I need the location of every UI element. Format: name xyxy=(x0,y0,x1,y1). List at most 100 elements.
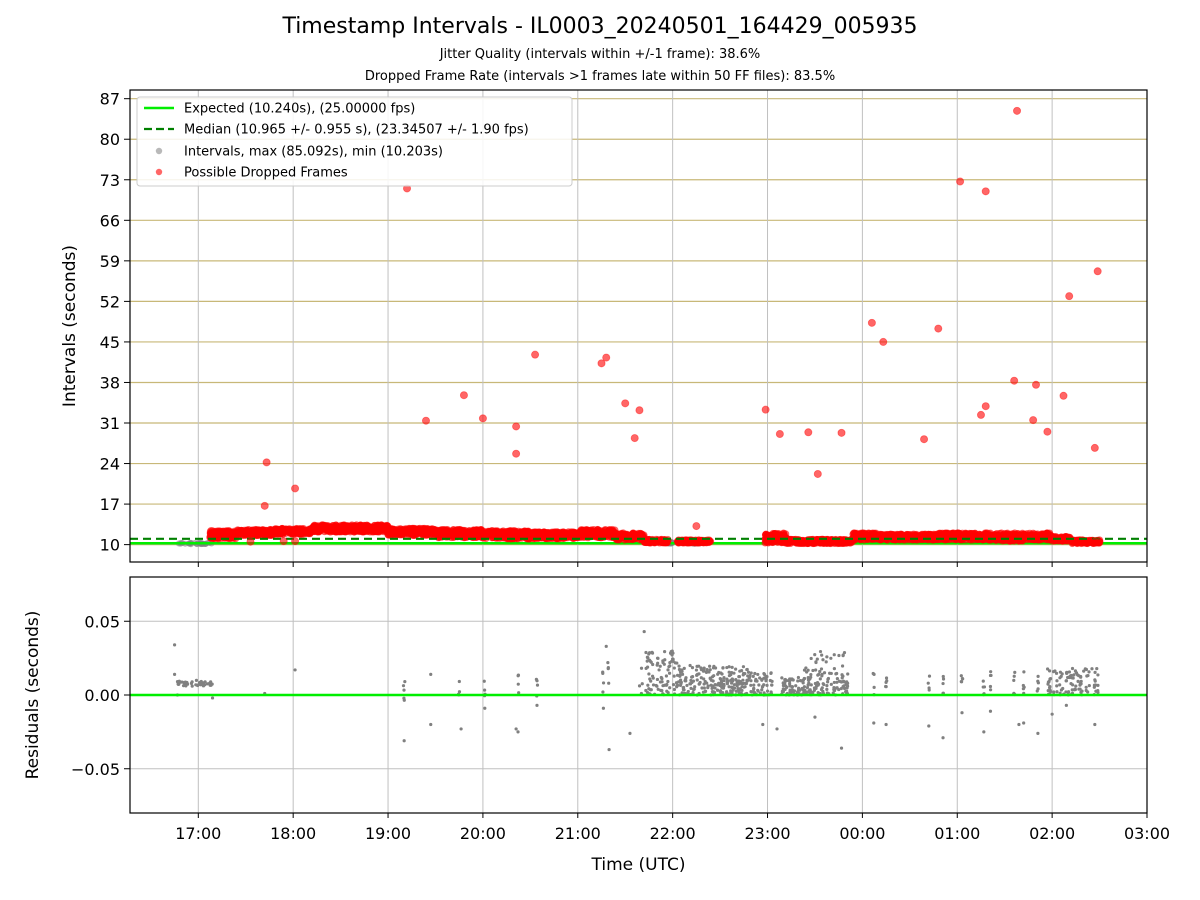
dropped-frame-point xyxy=(512,422,521,431)
residual-point xyxy=(1058,676,1062,680)
residual-point xyxy=(988,688,993,692)
dropped-frame-point xyxy=(246,537,255,546)
residual-point xyxy=(1069,682,1073,686)
residual-point xyxy=(1022,721,1026,725)
residual-point xyxy=(194,678,199,682)
residual-point xyxy=(821,682,825,686)
residual-point xyxy=(1086,690,1090,694)
residual-point xyxy=(1065,671,1069,676)
dropped-frame-point xyxy=(564,528,573,536)
residual-point xyxy=(639,666,644,670)
residual-point xyxy=(717,681,721,685)
residual-point xyxy=(516,682,520,686)
residual-point xyxy=(1048,688,1052,693)
residual-point xyxy=(678,673,682,677)
residual-point xyxy=(959,674,963,678)
residual-point xyxy=(672,674,676,678)
residual-point xyxy=(835,677,839,681)
residual-point xyxy=(844,690,848,694)
residual-point xyxy=(1012,674,1016,678)
residuals-xtick-label: 21:00 xyxy=(555,824,601,843)
residuals-plot xyxy=(124,576,1148,818)
intervals-ytick-label: 66 xyxy=(100,211,120,230)
residual-point xyxy=(691,690,695,695)
residual-point xyxy=(835,671,839,676)
residual-point xyxy=(734,677,738,682)
residual-point xyxy=(640,682,644,686)
legend-intervals-label: Intervals, max (85.092s), min (10.203s) xyxy=(184,145,443,160)
residual-point xyxy=(959,679,963,684)
dropped-frame-point xyxy=(1095,537,1104,546)
residual-point xyxy=(535,703,539,707)
residual-point xyxy=(666,679,670,684)
residual-point xyxy=(1052,690,1056,694)
intervals-ytick-label: 10 xyxy=(100,536,120,555)
dropped-frame-point xyxy=(478,414,487,423)
dropped-frame-point xyxy=(464,528,472,536)
residual-point xyxy=(961,677,965,681)
intervals-ytick-label: 31 xyxy=(100,414,120,433)
residual-point xyxy=(722,679,726,683)
residual-point xyxy=(661,684,665,688)
residual-point xyxy=(821,658,825,662)
residuals-xtick-label: 22:00 xyxy=(650,824,696,843)
residual-point xyxy=(982,685,987,689)
residual-point xyxy=(1064,679,1069,683)
dropped-frame-point xyxy=(602,353,611,362)
residual-point xyxy=(666,668,670,672)
residual-point xyxy=(1047,679,1051,684)
residual-point xyxy=(753,671,757,676)
intervals-ytick-label: 87 xyxy=(100,90,120,109)
residual-point xyxy=(664,674,669,678)
residual-point xyxy=(705,681,709,685)
residual-point xyxy=(713,666,718,670)
dropped-frame-point xyxy=(291,537,300,546)
residual-point xyxy=(644,650,648,655)
residual-point xyxy=(832,653,836,657)
residual-point xyxy=(807,689,812,694)
intervals-ytick-label: 38 xyxy=(100,373,120,392)
residual-point xyxy=(885,679,889,683)
residual-point xyxy=(711,690,716,694)
dropped-frame-point xyxy=(920,435,929,444)
residual-point xyxy=(738,687,742,691)
residual-point xyxy=(645,690,649,694)
residual-point xyxy=(645,659,649,663)
residual-point xyxy=(690,675,694,679)
dropped-frame-point xyxy=(804,428,813,437)
residual-point xyxy=(1050,712,1054,716)
residual-point xyxy=(765,689,770,693)
residual-point xyxy=(749,679,753,683)
dropped-frame-point xyxy=(218,529,226,538)
dropped-frame-point xyxy=(333,522,341,530)
residual-point xyxy=(703,690,707,694)
residual-point xyxy=(989,670,993,674)
residual-point xyxy=(671,683,676,687)
residual-point xyxy=(737,679,741,683)
residual-point xyxy=(796,675,801,680)
residual-point xyxy=(645,655,649,659)
dropped-frame-point xyxy=(837,428,846,437)
residual-point xyxy=(840,664,845,668)
legend-dropped-swatch xyxy=(155,168,163,176)
residual-point xyxy=(459,727,463,731)
residual-point xyxy=(988,684,993,689)
residual-point xyxy=(1036,679,1040,683)
residual-point xyxy=(1073,687,1078,692)
residual-point xyxy=(825,655,829,659)
residual-point xyxy=(601,681,606,685)
residual-point xyxy=(535,679,539,683)
residual-point xyxy=(705,667,709,672)
residual-point xyxy=(657,668,661,672)
residual-point xyxy=(727,685,731,689)
dropped-frame-point xyxy=(1032,380,1041,389)
residual-point xyxy=(783,677,787,682)
residuals-ytick-label: 0.00 xyxy=(84,686,120,705)
residuals-ytick-label: −0.05 xyxy=(71,760,120,779)
residual-point xyxy=(1054,671,1059,675)
residual-point xyxy=(700,686,704,690)
residual-point xyxy=(798,688,802,692)
residuals-xtick-label: 18:00 xyxy=(270,824,316,843)
residual-point xyxy=(725,682,730,686)
